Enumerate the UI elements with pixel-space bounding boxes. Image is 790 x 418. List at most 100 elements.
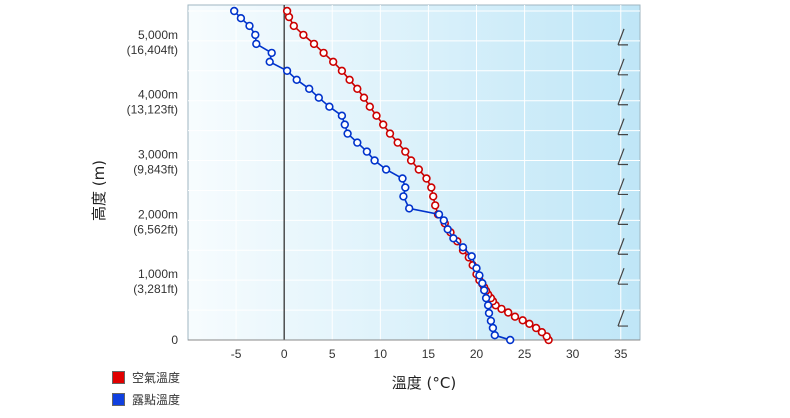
dew-point-point[interactable]: [340, 120, 349, 129]
air-temperature-point[interactable]: [365, 102, 374, 111]
dew-point-point[interactable]: [401, 183, 410, 192]
air-temperature-point[interactable]: [504, 308, 513, 317]
air-temperature-point[interactable]: [537, 328, 547, 337]
air-temperature-point[interactable]: [299, 30, 308, 40]
x-tick-label: 5: [329, 347, 336, 361]
dew-point-point[interactable]: [337, 111, 347, 120]
legend-item-air-temperature[interactable]: 空氣溫度: [112, 366, 180, 388]
air-temperature-point[interactable]: [431, 201, 440, 210]
y-tick-sublabel: (13,123ft): [127, 103, 178, 117]
x-axis-title: 溫度 (°C): [392, 374, 456, 392]
air-temperature-point[interactable]: [385, 129, 395, 138]
air-temperature-swatch: [112, 370, 125, 384]
x-tick-label: 0: [281, 347, 288, 361]
air-temperature-point[interactable]: [414, 165, 423, 174]
y-tick-sublabel: (16,404ft): [127, 43, 178, 57]
dew-point-point[interactable]: [398, 174, 407, 183]
dew-point-point[interactable]: [467, 252, 476, 261]
y-tick-label: 3,000m: [138, 148, 178, 162]
dew-point-point[interactable]: [484, 308, 494, 318]
legend-label-air-temperature: 空氣溫度: [132, 370, 181, 385]
dew-point-point[interactable]: [506, 335, 515, 345]
air-temperature-point[interactable]: [406, 156, 416, 165]
y-tick-label: 2,000m: [138, 207, 178, 221]
x-tick-label: 15: [422, 347, 436, 361]
dew-point-point[interactable]: [325, 102, 334, 111]
dew-point-point[interactable]: [251, 30, 260, 40]
air-temperature-point[interactable]: [510, 312, 520, 321]
air-temperature-point[interactable]: [497, 304, 506, 314]
wind-barb-icon: [617, 28, 628, 46]
dew-point-point[interactable]: [305, 84, 314, 94]
air-temperature-point[interactable]: [518, 316, 527, 325]
dew-point-point[interactable]: [267, 48, 276, 58]
dew-point-point[interactable]: [488, 323, 498, 333]
dew-point-point[interactable]: [458, 243, 468, 252]
dew-point-point[interactable]: [362, 147, 372, 156]
dew-point-point[interactable]: [439, 216, 448, 225]
dew-point-point[interactable]: [381, 165, 391, 174]
dew-point-point[interactable]: [343, 129, 352, 138]
dew-point-point[interactable]: [236, 14, 246, 23]
air-temperature-point[interactable]: [372, 111, 381, 120]
y-tick-sublabel: (9,843ft): [133, 163, 178, 177]
dew-point-point[interactable]: [405, 204, 414, 213]
y-tick-sublabel: (3,281ft): [133, 282, 178, 296]
dew-point-point[interactable]: [486, 316, 496, 326]
air-temperature-point[interactable]: [282, 6, 292, 16]
air-temperature-point[interactable]: [309, 39, 319, 49]
dew-point-point[interactable]: [282, 66, 292, 76]
wind-barb-icon: [617, 148, 628, 166]
dew-point-point[interactable]: [483, 301, 493, 310]
dew-point-point[interactable]: [478, 279, 487, 288]
air-temperature-point[interactable]: [345, 75, 354, 85]
air-temperature-point[interactable]: [401, 147, 410, 156]
wind-barb-icon: [617, 208, 628, 225]
legend-item-dew-point[interactable]: 露點溫度: [112, 388, 180, 410]
dew-point-point[interactable]: [480, 286, 489, 295]
y-tick-label: 4,000m: [138, 88, 178, 102]
air-temperature-point[interactable]: [427, 183, 436, 192]
air-temperature-point[interactable]: [337, 66, 347, 76]
air-temperature-point[interactable]: [531, 323, 541, 333]
x-tick-label: 30: [566, 347, 580, 361]
dew-point-point[interactable]: [434, 210, 444, 219]
y-tick-label: 1,000m: [138, 267, 178, 281]
air-temperature-point[interactable]: [393, 138, 402, 147]
air-temperature-point[interactable]: [329, 57, 338, 66]
air-temperature-point[interactable]: [429, 192, 438, 201]
air-temperature-point[interactable]: [525, 319, 534, 328]
air-temperature-point[interactable]: [379, 120, 388, 129]
legend-label-dew-point: 露點溫度: [132, 392, 181, 407]
dew-point-point[interactable]: [449, 234, 458, 243]
air-temperature-point[interactable]: [289, 21, 298, 31]
dew-point-point[interactable]: [314, 93, 323, 102]
y-axis-title: 高度 (m): [90, 160, 108, 221]
x-tick-label: 35: [614, 347, 628, 361]
dew-point-point[interactable]: [399, 192, 408, 201]
dew-point-point[interactable]: [443, 225, 452, 234]
dew-point-point[interactable]: [230, 6, 239, 16]
dew-point-point[interactable]: [370, 156, 379, 165]
air-temperature-point[interactable]: [422, 174, 431, 183]
dew-point-point[interactable]: [472, 264, 481, 273]
air-temperature-point[interactable]: [359, 93, 369, 102]
air-temperature-point[interactable]: [319, 48, 328, 58]
y-tick-label: 0: [171, 333, 178, 347]
dew-point-point[interactable]: [353, 138, 362, 147]
x-tick-label: -5: [231, 347, 242, 361]
air-temperature-point[interactable]: [353, 84, 362, 94]
dew-point-point[interactable]: [490, 331, 499, 340]
dew-point-point[interactable]: [481, 293, 491, 303]
y-tick-label: 5,000m: [138, 28, 178, 42]
chart-legend: 空氣溫度 露點溫度: [112, 366, 180, 410]
dew-point-point[interactable]: [252, 39, 261, 49]
wind-barb-icon: [617, 309, 628, 327]
y-tick-sublabel: (6,562ft): [133, 222, 178, 236]
dew-point-point[interactable]: [292, 75, 301, 85]
dew-point-point[interactable]: [245, 21, 254, 31]
dew-point-point[interactable]: [475, 271, 484, 280]
wind-barb-icon: [617, 58, 628, 76]
dew-point-point[interactable]: [265, 57, 274, 66]
